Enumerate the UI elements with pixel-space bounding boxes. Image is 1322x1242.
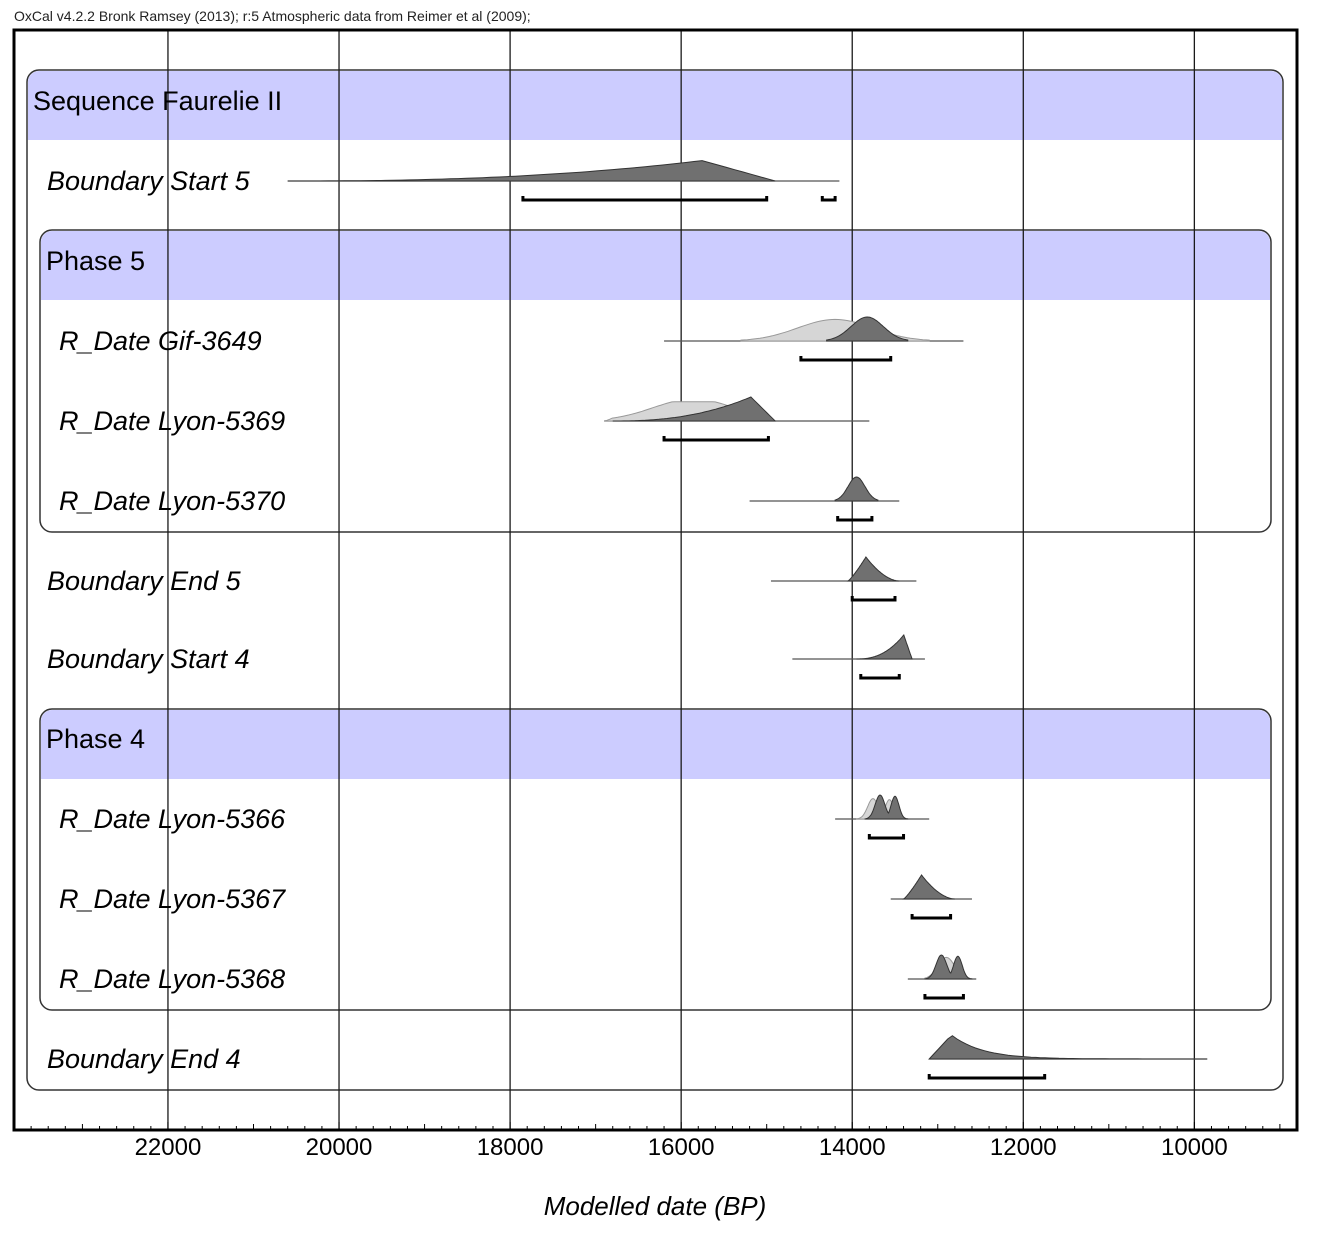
posterior-distribution — [834, 476, 879, 502]
group-label: Sequence Faurelie II — [33, 86, 282, 116]
row-r-date-lyon-5369 — [604, 396, 870, 442]
row-label: R_Date Lyon-5370 — [59, 486, 285, 516]
row-label: Boundary End 4 — [47, 1044, 241, 1074]
marks-layer — [287, 160, 1208, 1080]
group-label: Phase 4 — [46, 724, 145, 754]
x-tick-label: 10000 — [1161, 1134, 1228, 1161]
x-tick-label: 18000 — [477, 1134, 544, 1161]
hpd-range-bracket — [910, 914, 953, 920]
row-label: R_Date Lyon-5369 — [59, 406, 285, 436]
hpd-range-bracket — [927, 1074, 1047, 1080]
row-label: Boundary Start 5 — [47, 166, 251, 196]
plot-frame — [12, 28, 1299, 1132]
labels-layer: Sequence Faurelie II Phase 5 Phase 4 Bounda… — [33, 86, 286, 1074]
hpd-range-bracket — [923, 994, 965, 1000]
row-r-date-lyon-5368 — [907, 954, 977, 1000]
row-r-date-lyon-5370 — [749, 476, 900, 522]
row-label: R_Date Lyon-5366 — [59, 804, 286, 834]
row-r-date-gif-3649 — [664, 316, 964, 362]
hpd-range-bracket — [521, 196, 769, 202]
row-boundary-end-5 — [770, 556, 917, 602]
hpd-range-bracket — [799, 356, 893, 362]
x-tick-label: 14000 — [819, 1134, 886, 1161]
hpd-range-bracket — [867, 834, 906, 840]
group-label: Phase 5 — [46, 246, 145, 276]
posterior-distribution — [846, 556, 900, 582]
x-tick-label: 16000 — [648, 1134, 715, 1161]
group-band-fill — [41, 729, 1270, 779]
posterior-distribution — [924, 954, 973, 980]
row-r-date-lyon-5367 — [890, 874, 972, 920]
posterior-distribution — [287, 160, 776, 182]
hpd-range-bracket — [850, 596, 897, 602]
x-axis-layer: 22000 20000 18000 16000 14000 12000 10000 — [12, 28, 1299, 1161]
row-label: R_Date Lyon-5368 — [59, 964, 285, 994]
row-label: R_Date Lyon-5367 — [59, 884, 286, 914]
posterior-distribution — [856, 634, 913, 660]
hpd-range-bracket — [662, 436, 770, 442]
hpd-range-bracket — [859, 674, 901, 680]
row-boundary-end-4 — [927, 1035, 1208, 1080]
posterior-distribution — [612, 396, 777, 422]
row-boundary-start-5 — [287, 160, 840, 202]
group-bands-layer — [26, 69, 1284, 1091]
row-r-date-lyon-5366 — [835, 794, 930, 840]
x-tick-label: 20000 — [306, 1134, 373, 1161]
x-tick-label: 12000 — [990, 1134, 1057, 1161]
row-boundary-start-4 — [792, 634, 925, 680]
posterior-distribution — [901, 874, 955, 900]
row-label: R_Date Gif-3649 — [59, 326, 262, 356]
posterior-distribution — [826, 316, 909, 342]
group-band-fill — [41, 250, 1270, 300]
gridlines-layer — [167, 30, 1196, 1130]
group-box — [39, 229, 1272, 533]
group-box — [39, 708, 1272, 1011]
x-axis-title: Modelled date (BP) — [544, 1191, 767, 1221]
chart-header-text: OxCal v4.2.2 Bronk Ramsey (2013); r:5 At… — [14, 8, 531, 24]
x-tick-label: 22000 — [135, 1134, 202, 1161]
group-band-fill — [28, 90, 1282, 140]
row-label: Boundary End 5 — [47, 566, 242, 596]
posterior-distribution — [864, 794, 909, 820]
posterior-distribution — [928, 1035, 1208, 1060]
row-label: Boundary Start 4 — [47, 644, 250, 674]
hpd-range-bracket — [820, 196, 837, 202]
hpd-range-bracket — [836, 516, 874, 522]
